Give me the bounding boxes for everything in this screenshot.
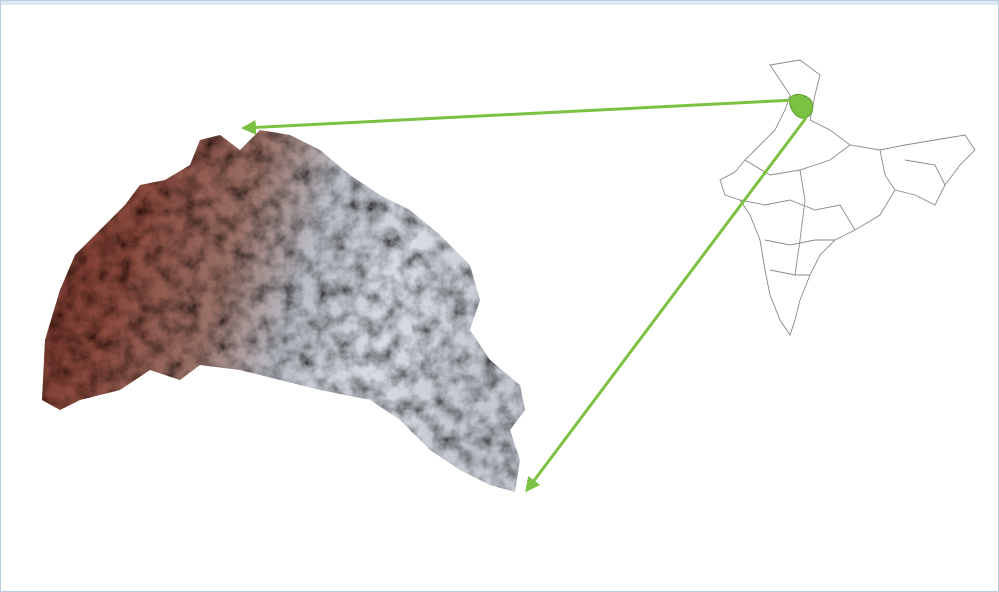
basin-image: [42, 130, 525, 492]
arrow: [241, 98, 796, 135]
india-outline: [719, 59, 976, 337]
region-highlight: [789, 93, 814, 119]
top-bar: [1, 1, 998, 5]
arrow: [525, 117, 808, 493]
